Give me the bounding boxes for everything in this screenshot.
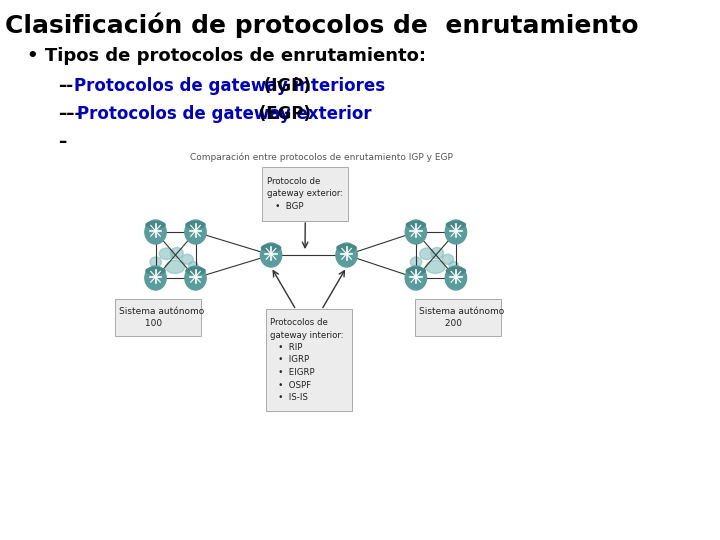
Ellipse shape xyxy=(420,248,433,260)
Text: Sistema autónomo
         200: Sistema autónomo 200 xyxy=(420,307,505,328)
Ellipse shape xyxy=(337,245,356,251)
Text: Sistema autónomo
         100: Sistema autónomo 100 xyxy=(119,307,204,328)
Text: Clasificación de protocolos de  enrutamiento: Clasificación de protocolos de enrutamie… xyxy=(5,13,639,38)
Ellipse shape xyxy=(146,221,165,228)
Ellipse shape xyxy=(189,261,198,271)
Ellipse shape xyxy=(449,261,459,271)
Ellipse shape xyxy=(159,248,174,260)
Ellipse shape xyxy=(446,221,466,228)
Ellipse shape xyxy=(146,267,165,274)
Text: –-: –- xyxy=(58,77,73,95)
Text: Comparación entre protocolos de enrutamiento IGP y EGP: Comparación entre protocolos de enrutami… xyxy=(190,153,453,163)
Text: Protocolos de gateway interiores: Protocolos de gateway interiores xyxy=(73,77,385,95)
Ellipse shape xyxy=(406,267,426,274)
Ellipse shape xyxy=(431,247,444,259)
FancyBboxPatch shape xyxy=(114,299,201,336)
Ellipse shape xyxy=(446,267,466,274)
Ellipse shape xyxy=(261,245,281,251)
Text: • Tipos de protocolos de enrutamiento:: • Tipos de protocolos de enrutamiento: xyxy=(27,47,426,65)
Text: Protocolos de gateway exterior: Protocolos de gateway exterior xyxy=(77,105,372,123)
Ellipse shape xyxy=(150,257,161,267)
Circle shape xyxy=(185,266,206,290)
Ellipse shape xyxy=(186,267,205,274)
Circle shape xyxy=(405,266,426,290)
Ellipse shape xyxy=(171,247,183,259)
Circle shape xyxy=(445,266,467,290)
Ellipse shape xyxy=(181,254,193,264)
Text: Protocolo de
gateway exterior:
   •  BGP: Protocolo de gateway exterior: • BGP xyxy=(266,177,343,211)
Text: (IGP): (IGP) xyxy=(258,77,310,95)
Ellipse shape xyxy=(166,260,184,273)
Text: (EGP): (EGP) xyxy=(253,105,311,123)
Circle shape xyxy=(145,266,166,290)
Text: ––-: ––- xyxy=(58,105,81,123)
Text: –: – xyxy=(58,133,66,151)
Ellipse shape xyxy=(442,254,454,264)
FancyBboxPatch shape xyxy=(262,167,348,221)
Text: Protocolos de
gateway interior:
   •  RIP
   •  IGRP
   •  EIGRP
   •  OSPF
   •: Protocolos de gateway interior: • RIP • … xyxy=(270,318,343,402)
Circle shape xyxy=(261,243,282,267)
Circle shape xyxy=(445,220,467,244)
FancyBboxPatch shape xyxy=(415,299,501,336)
FancyBboxPatch shape xyxy=(266,309,352,411)
Circle shape xyxy=(405,220,426,244)
Circle shape xyxy=(145,220,166,244)
Ellipse shape xyxy=(426,260,445,273)
Circle shape xyxy=(185,220,206,244)
Ellipse shape xyxy=(186,221,205,228)
Circle shape xyxy=(336,243,357,267)
Ellipse shape xyxy=(406,221,426,228)
Ellipse shape xyxy=(410,257,422,267)
